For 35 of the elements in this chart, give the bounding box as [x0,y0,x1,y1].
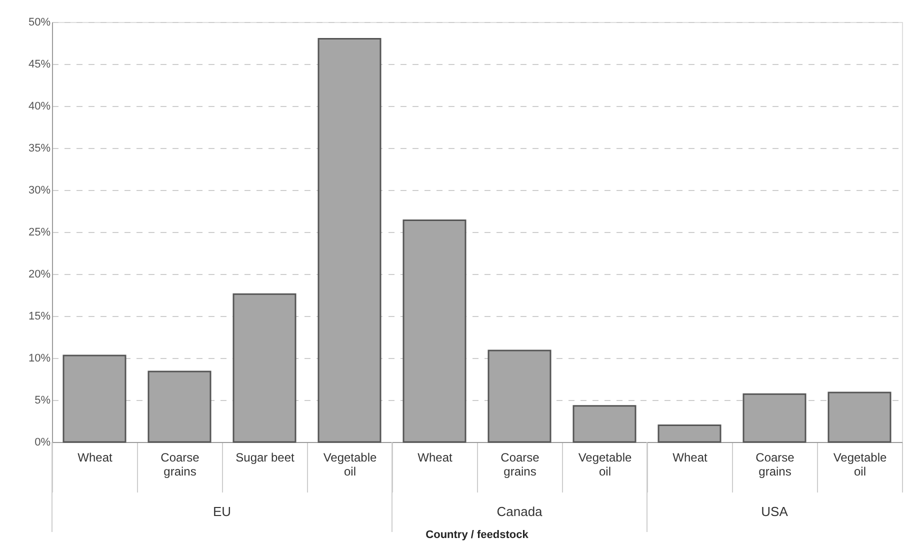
x-tick-label: Wheat [418,450,454,464]
text: EU [212,504,232,519]
bar [318,38,382,443]
x-axis-title: Country / feedstock [426,529,530,541]
x-tick-label: Wheat [672,450,708,464]
bar [148,370,212,443]
bar [402,219,466,443]
x-tick-label: Vegetable oil [323,450,378,478]
bar [62,354,126,443]
x-tick-label: Vegetable oil [578,450,632,478]
y-tick-label: 35% [28,142,51,154]
bar [488,350,552,443]
text: USA [761,504,788,519]
text: Canada [496,504,544,519]
x-tick-label: Coarse grains [160,450,200,478]
bar [232,293,296,443]
y-tick-label: 40% [28,100,51,112]
x-tick-label: Wheat [78,450,114,464]
y-tick-label: 25% [28,226,51,238]
x-tick-label: Coarse grains [756,450,795,478]
bar [828,392,892,443]
bar [658,424,722,443]
y-tick-label: 0% [34,436,51,448]
y-tick-label: 10% [28,352,51,364]
x-tick-label: Vegetable oil [833,450,888,478]
bar [742,393,806,443]
y-tick-label: 5% [34,394,51,406]
y-tick-label: 20% [28,268,51,280]
y-tick-label: 30% [28,184,51,196]
y-tick-label: 50% [28,16,51,28]
y-tick-label: 15% [28,310,51,322]
x-tick-label: Sugar beet [236,450,296,464]
bar [572,405,636,443]
x-tick-label: Coarse grains [500,450,540,478]
y-tick-label: 45% [28,58,51,70]
